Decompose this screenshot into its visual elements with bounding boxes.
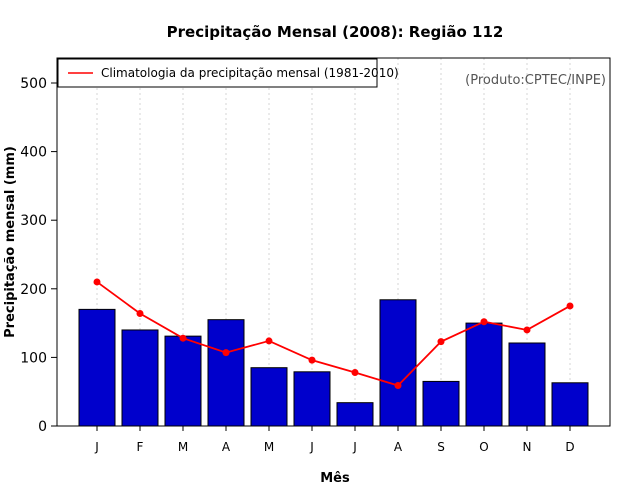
x-tick-label: S bbox=[437, 440, 445, 454]
bar-series bbox=[78, 299, 589, 427]
climatology-point bbox=[136, 309, 144, 317]
climatology-point bbox=[351, 368, 359, 376]
legend-label: Climatologia da precipitação mensal (198… bbox=[101, 66, 399, 80]
x-tick-label: J bbox=[352, 440, 357, 454]
precipitation-bar bbox=[250, 367, 288, 427]
y-tick-label: 0 bbox=[38, 419, 47, 435]
precipitation-bar bbox=[121, 329, 159, 427]
product-credit: (Produto:CPTEC/INPE) bbox=[465, 73, 606, 88]
climatology-line bbox=[96, 281, 571, 387]
climatology-point bbox=[394, 382, 402, 390]
climatology-point bbox=[179, 334, 187, 342]
climatology-point bbox=[480, 318, 488, 326]
precipitation-bar bbox=[293, 371, 331, 427]
x-axis-label: Mês bbox=[320, 471, 350, 486]
y-tick-label: 100 bbox=[20, 350, 47, 366]
y-axis-label: Precipitação mensal (mm) bbox=[3, 146, 18, 338]
precipitation-bar bbox=[379, 299, 417, 427]
plot-frame bbox=[56, 57, 611, 427]
precipitation-bar bbox=[336, 402, 374, 427]
x-tick-label: F bbox=[137, 440, 144, 454]
precipitation-bar bbox=[465, 322, 503, 427]
x-tick-label: N bbox=[523, 440, 532, 454]
climatology-point bbox=[308, 356, 316, 364]
precipitation-bar bbox=[207, 319, 245, 427]
legend-box bbox=[57, 58, 378, 88]
climatology-point bbox=[222, 349, 230, 357]
y-tick-label: 500 bbox=[20, 76, 47, 92]
climatology-point bbox=[523, 326, 531, 334]
y-tick-label: 300 bbox=[20, 213, 47, 229]
legend: Climatologia da precipitação mensal (198… bbox=[57, 58, 399, 88]
precipitation-bar bbox=[164, 335, 202, 427]
x-tick-label: O bbox=[479, 440, 488, 454]
x-tick-label: D bbox=[565, 440, 574, 454]
x-tick-label: M bbox=[178, 440, 188, 454]
precipitation-bar bbox=[551, 382, 589, 427]
climatology-point bbox=[566, 302, 574, 310]
x-tick-label: A bbox=[394, 440, 403, 454]
climatology-point bbox=[265, 337, 273, 345]
x-tick-label: J bbox=[94, 440, 99, 454]
x-tick-label: A bbox=[222, 440, 231, 454]
climatology-point bbox=[93, 278, 101, 286]
precipitation-bar bbox=[78, 308, 116, 427]
x-tick-label: M bbox=[264, 440, 274, 454]
precipitation-bar bbox=[422, 380, 460, 427]
climatology-point bbox=[437, 338, 445, 346]
y-axis: 0 100 200 300 400 500 bbox=[20, 76, 57, 435]
chart-title: Precipitação Mensal (2008): Região 112 bbox=[167, 23, 504, 41]
precipitation-bar bbox=[508, 342, 546, 427]
y-tick-label: 400 bbox=[20, 145, 47, 161]
x-tick-label: J bbox=[309, 440, 314, 454]
climatology-line-series bbox=[93, 278, 574, 390]
y-tick-label: 200 bbox=[20, 282, 47, 298]
